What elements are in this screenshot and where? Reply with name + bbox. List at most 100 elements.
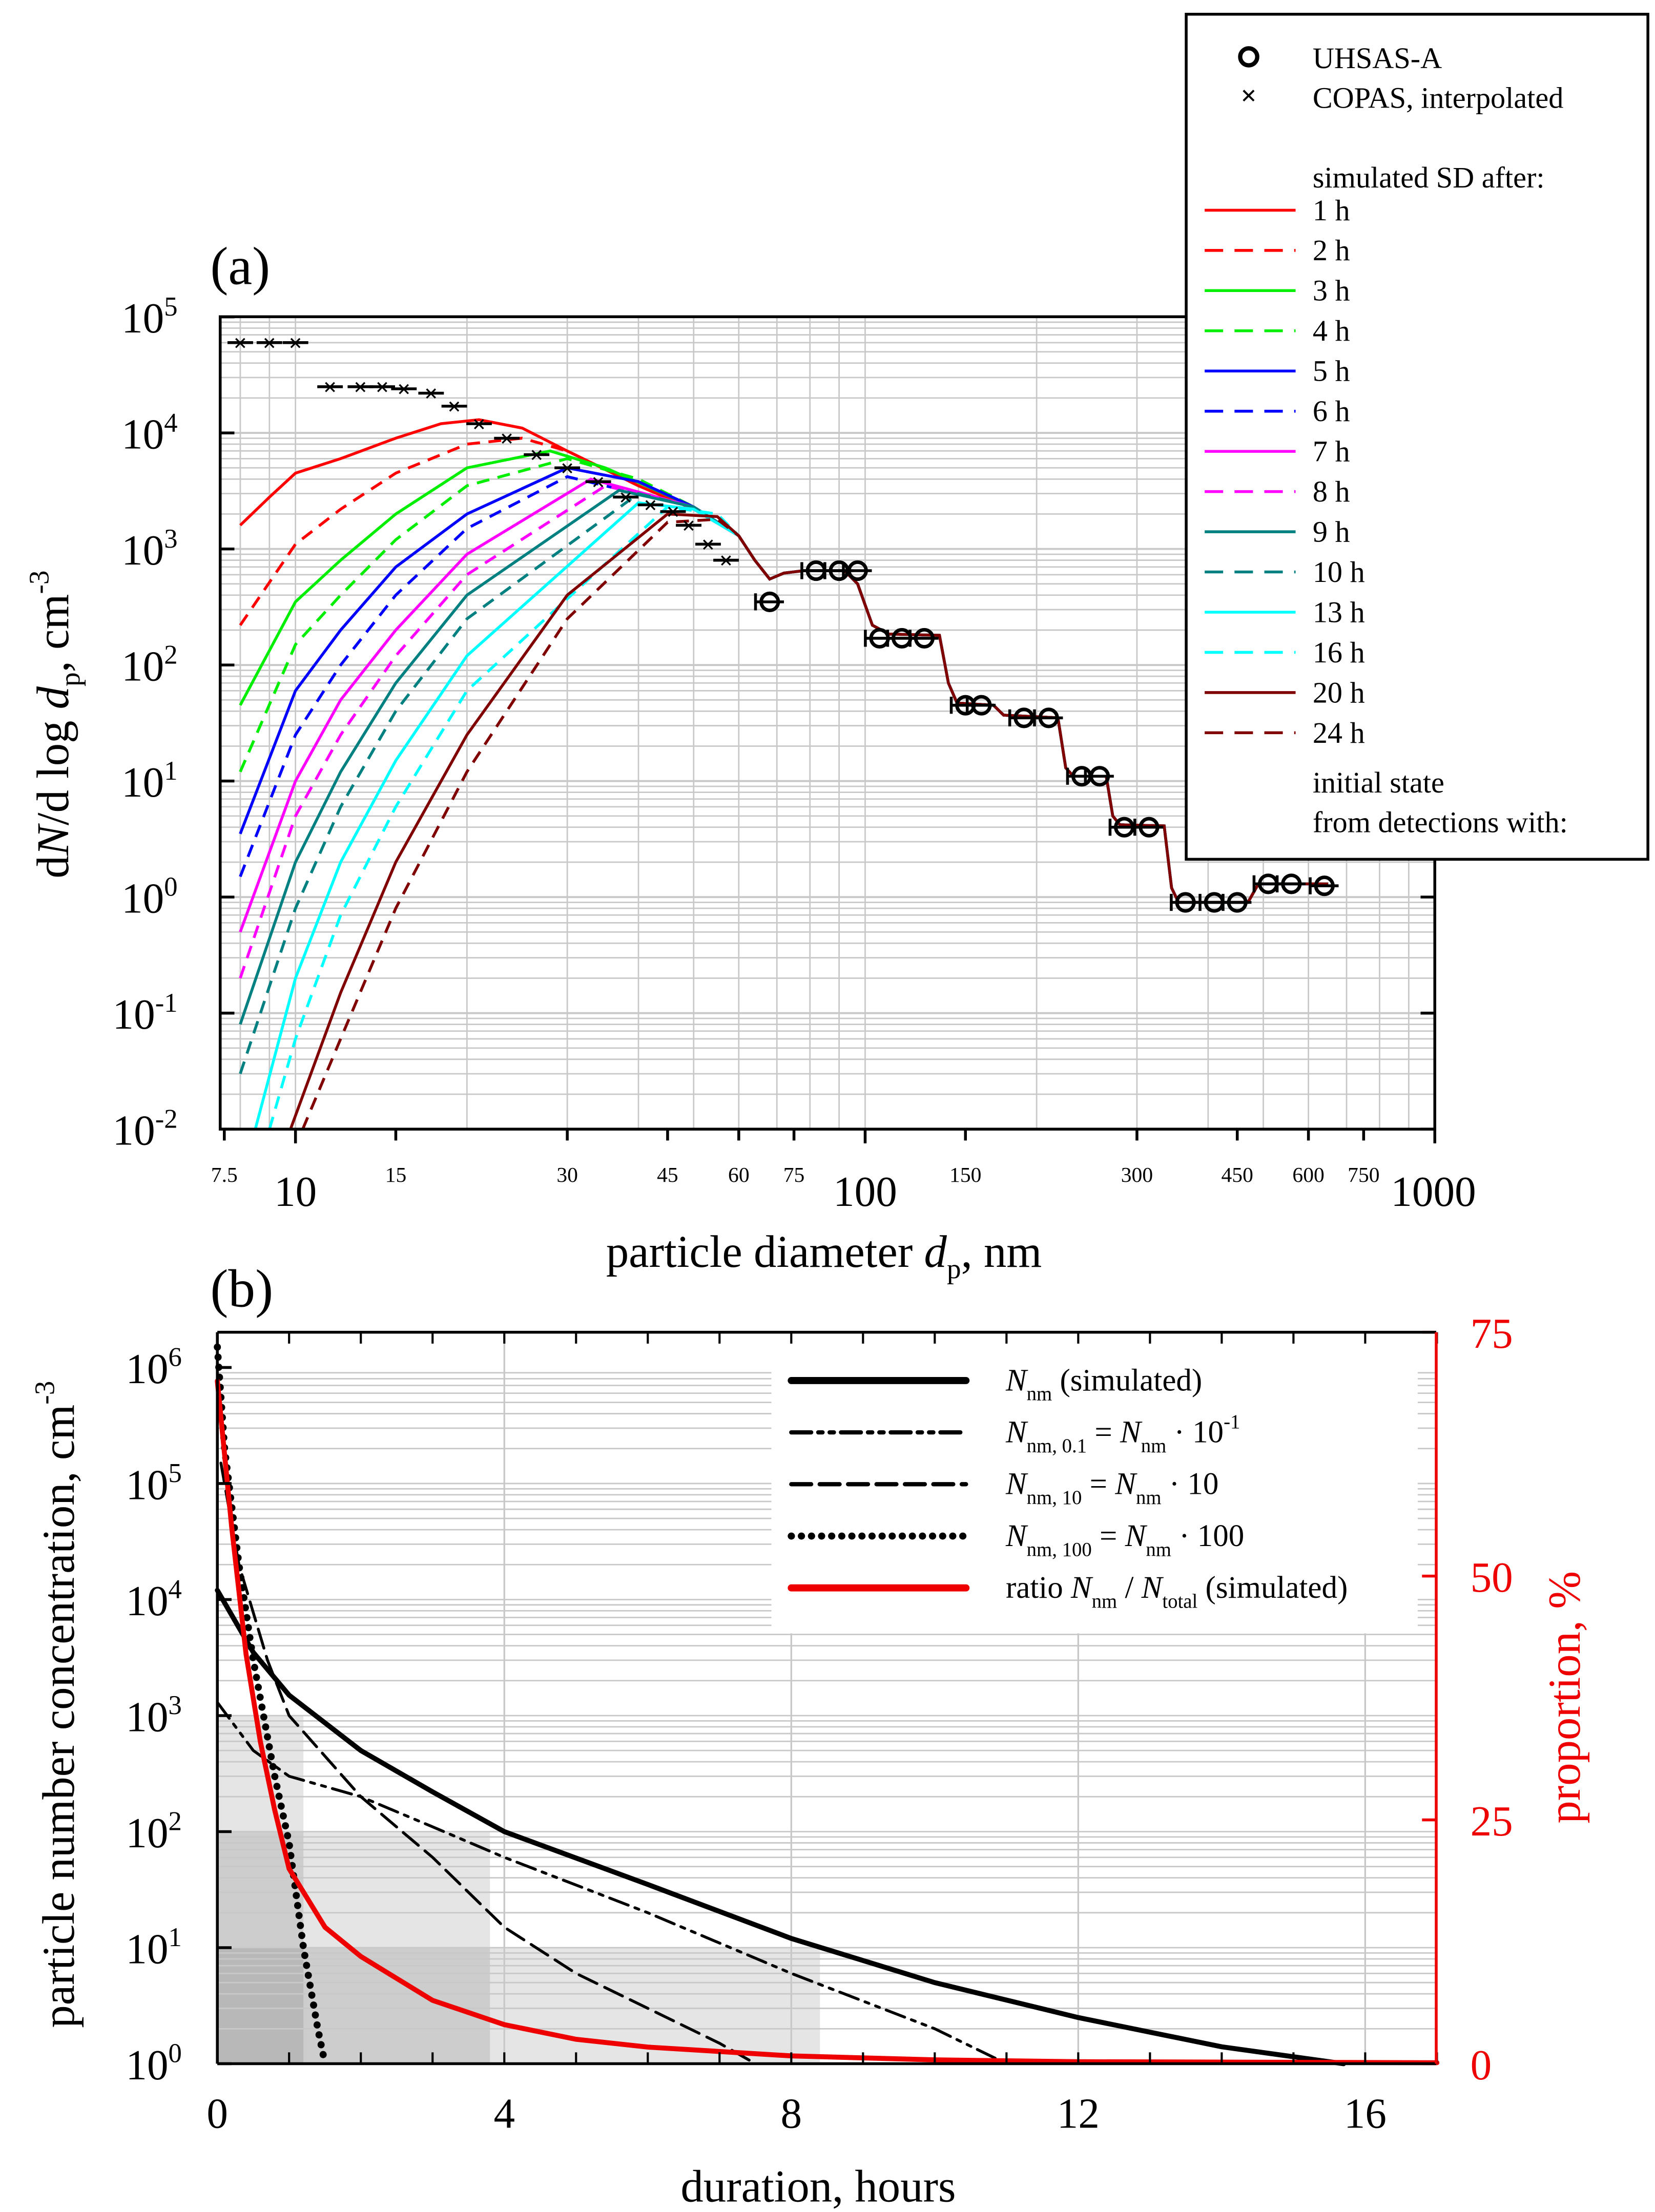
y-tick-label-b: 102 [126, 1807, 181, 1856]
series-line-b [219, 1462, 757, 2065]
legend-label: 24 h [1313, 716, 1365, 749]
x-tick-label-a: 100 [833, 1168, 897, 1215]
panel-b-label: (b) [210, 1259, 273, 1319]
x-tick-label-a: 10 [274, 1168, 317, 1215]
copas-marker: × [500, 426, 514, 452]
series-line-7h [239, 477, 1329, 933]
legend-label-b: Nnm, 0.1 = Nnm · 10-1 [1005, 1411, 1240, 1457]
uhsas-marker [1038, 707, 1059, 728]
legend-label: 6 h [1313, 394, 1350, 428]
legend-label: 2 h [1313, 234, 1350, 267]
legend-label: 3 h [1313, 274, 1350, 307]
series-line-16h [268, 505, 1329, 1130]
y-tick-label-b: 105 [126, 1458, 181, 1508]
legend-circle-marker [1238, 46, 1259, 68]
x-tick-label-b: 0 [206, 2090, 228, 2137]
uhsas-marker [914, 628, 935, 649]
copas-marker: × [682, 513, 696, 539]
x-tick-label-a: 45 [657, 1163, 678, 1186]
uhsas-marker [1175, 892, 1196, 913]
x-tick-label-a: 300 [1121, 1163, 1153, 1186]
copas-marker: × [719, 548, 733, 574]
legend-label: 10 h [1313, 555, 1365, 589]
uhsas-marker [847, 560, 868, 581]
legend-uhsas: UHSAS-A [1313, 41, 1442, 75]
y-tick-label-a: 10-2 [113, 1104, 178, 1154]
legend-label: 1 h [1313, 194, 1350, 227]
x-tick-label-a: 30 [556, 1163, 578, 1186]
x-tick-label-a: 15 [385, 1163, 407, 1186]
x-tick-label-a: 75 [783, 1163, 805, 1186]
x-axis-label-a: particle diameter dp, nm [606, 1227, 1042, 1284]
x-tick-label-b: 12 [1057, 2090, 1100, 2137]
x-tick-label-a: 600 [1292, 1163, 1324, 1186]
panel-a-label: (a) [210, 236, 270, 296]
uhsas-marker [1089, 766, 1110, 787]
legend-b: Nnm (simulated) Nnm, 0.1 = Nnm · 10-1 Nnm,… [788, 1363, 1348, 1613]
copas-marker: × [288, 330, 302, 357]
y2-tick-label: 0 [1471, 2041, 1492, 2089]
y-axis-label-b: particle number concentration, cm-3 [29, 1381, 84, 2028]
y-tick-label-a: 103 [121, 524, 177, 574]
copas-marker: × [354, 374, 367, 401]
legend-x-marker: × [1240, 80, 1257, 111]
y-tick-label-a: 100 [121, 872, 177, 922]
series-line-9h [239, 489, 1329, 1025]
legend-label: 5 h [1313, 354, 1350, 388]
copas-marker: × [424, 381, 438, 407]
y-tick-label-a: 104 [121, 408, 177, 457]
x-tick-label-a: 7.5 [211, 1163, 238, 1186]
copas-marker: × [591, 469, 605, 496]
y2-tick-label: 75 [1471, 1310, 1513, 1357]
copas-marker: × [561, 455, 574, 482]
legend-copas: COPAS, interpolated [1313, 81, 1564, 115]
legend-initial-1: initial state [1313, 766, 1444, 799]
y-tick-label-b: 100 [126, 2039, 181, 2089]
legend-label: 9 h [1313, 515, 1350, 548]
uhsas-marker [1227, 892, 1248, 913]
legend-label: 16 h [1313, 636, 1365, 669]
x-tick-label-a: 450 [1222, 1163, 1253, 1186]
shaded-region [217, 1715, 304, 2064]
x-tick-label-b: 16 [1344, 2090, 1387, 2137]
panel-a: (a) × × ×× × × × × ×××× ××× × ×××× 10-210-11001011… [23, 12, 1649, 1284]
uhsas-marker [1314, 875, 1335, 896]
legend-label: 13 h [1313, 595, 1365, 629]
y2-tick-label: 50 [1471, 1554, 1513, 1601]
copas-marker: × [472, 411, 486, 438]
x-tick-label-a: 1000 [1391, 1168, 1476, 1215]
y-tick-label-b: 103 [126, 1691, 181, 1740]
uhsas-marker [1139, 817, 1160, 838]
copas-marker: × [644, 492, 657, 519]
y2-tick-label: 25 [1471, 1798, 1513, 1845]
series-line-24h [301, 517, 1329, 1130]
legend-label-b: Nnm, 10 = Nnm · 10 [1005, 1467, 1218, 1509]
y-tick-label-b: 106 [126, 1343, 181, 1392]
y-axis-label-a: dN/d log dp, cm-3 [23, 570, 86, 878]
y-tick-label-a: 10-1 [113, 988, 178, 1038]
legend-label: 7 h [1313, 435, 1350, 468]
x-tick-label-a: 150 [949, 1163, 981, 1186]
copas-marker: × [447, 394, 461, 421]
copas-marker: × [262, 330, 276, 357]
y-tick-label-a: 102 [121, 640, 177, 690]
series-line-b [215, 1588, 1347, 2067]
x-tick-label-a: 750 [1348, 1163, 1379, 1186]
x-tick-label-a: 60 [728, 1163, 750, 1186]
legend-label-b: Nnm (simulated) [1005, 1363, 1202, 1405]
y-tick-label-b: 104 [126, 1575, 181, 1624]
legend-label-b: Nnm, 100 = Nnm · 100 [1005, 1519, 1244, 1560]
series-line-b [216, 1701, 1008, 2065]
copas-marker: × [619, 485, 633, 511]
legend-label: 4 h [1313, 314, 1350, 347]
copas-marker: × [530, 442, 544, 469]
uhsas-marker [759, 591, 780, 612]
copas-marker: × [234, 330, 247, 357]
uhsas-marker [1013, 707, 1035, 728]
copas-marker: × [397, 377, 411, 403]
copas-marker: × [323, 374, 337, 401]
uhsas-marker [1281, 873, 1302, 894]
series-line-10h [239, 492, 1329, 1074]
legend-initial-2: from detections with: [1313, 806, 1568, 839]
uhsas-marker [971, 695, 992, 716]
